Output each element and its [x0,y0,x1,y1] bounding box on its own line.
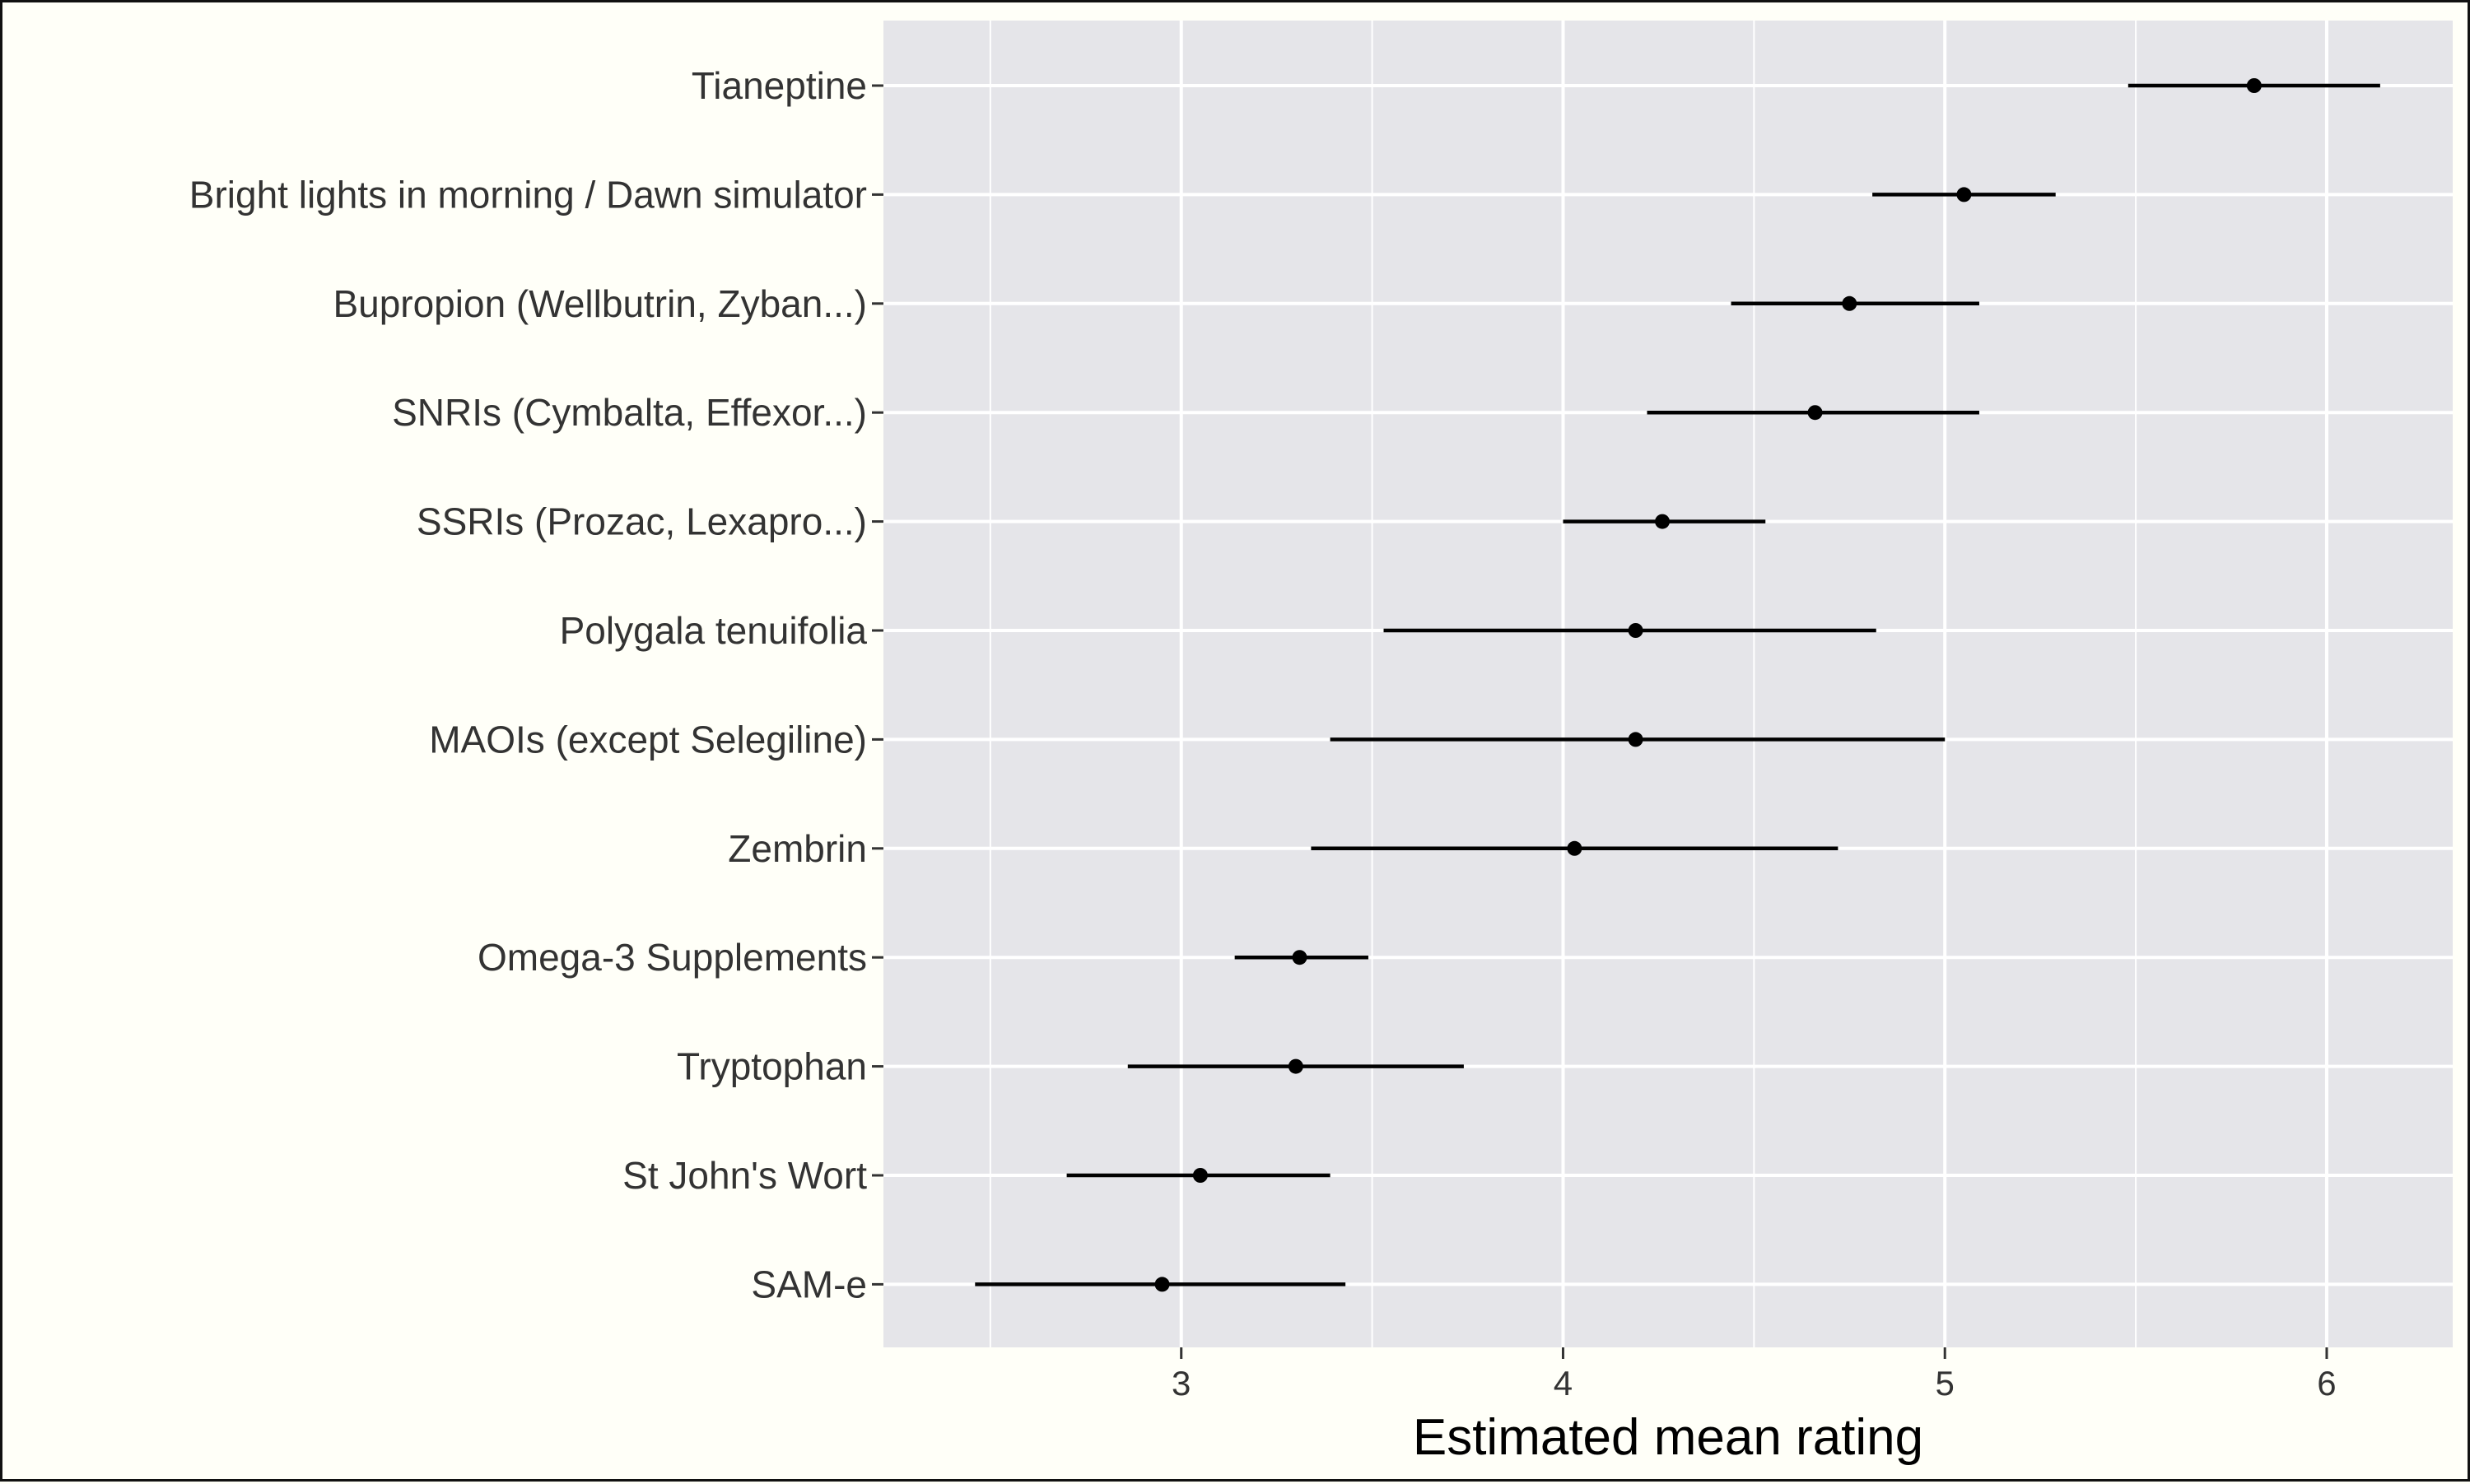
data-marks [975,78,2380,1292]
y-tick-label: Tianeptine [692,64,867,107]
x-axis-ticks [1180,1347,2328,1359]
mean-point [1154,1277,1170,1292]
mean-point [1628,623,1643,638]
y-tick-label: MAOIs (except Selegiline) [429,718,867,761]
x-tick-label: 3 [1172,1364,1191,1403]
y-tick-label: SNRIs (Cymbalta, Effexor...) [392,391,867,434]
x-axis-labels: 3 4 5 6 [1172,1364,2337,1403]
x-tick-label: 4 [1554,1364,1573,1403]
y-tick-label: SAM-e [751,1263,867,1305]
mean-point [1807,405,1823,421]
mean-point [1628,732,1643,747]
mean-point [1567,840,1582,856]
y-tick-label: Zembrin [728,827,867,870]
y-tick-label: St John's Wort [622,1154,867,1197]
y-tick-label: Bupropion (Wellbutrin, Zyban...) [333,282,867,325]
mean-point [1956,187,1972,202]
y-tick-label: Polygala tenuifolia [560,609,868,652]
y-axis-ticks [872,84,883,1286]
x-tick-label: 6 [2317,1364,2336,1403]
mean-point [1192,1168,1208,1183]
y-tick-label: Omega-3 Supplements [478,936,867,979]
mean-point [1292,950,1307,965]
mean-point [1842,295,1857,311]
plot-panel [883,21,2453,1347]
y-tick-label: Tryptophan [677,1045,867,1088]
x-tick-label: 5 [1936,1364,1955,1403]
minor-gridlines [989,21,2137,1347]
x-axis-title: Estimated mean rating [1413,1409,1923,1466]
y-tick-label: SSRIs (Prozac, Lexapro...) [417,500,867,543]
mean-point [1655,514,1671,529]
mean-point [2246,78,2262,93]
mean-point [1288,1058,1303,1074]
y-axis-labels: Tianeptine Bright lights in morning / Daw… [189,64,868,1305]
y-tick-label: Bright lights in morning / Dawn simulato… [189,173,867,216]
